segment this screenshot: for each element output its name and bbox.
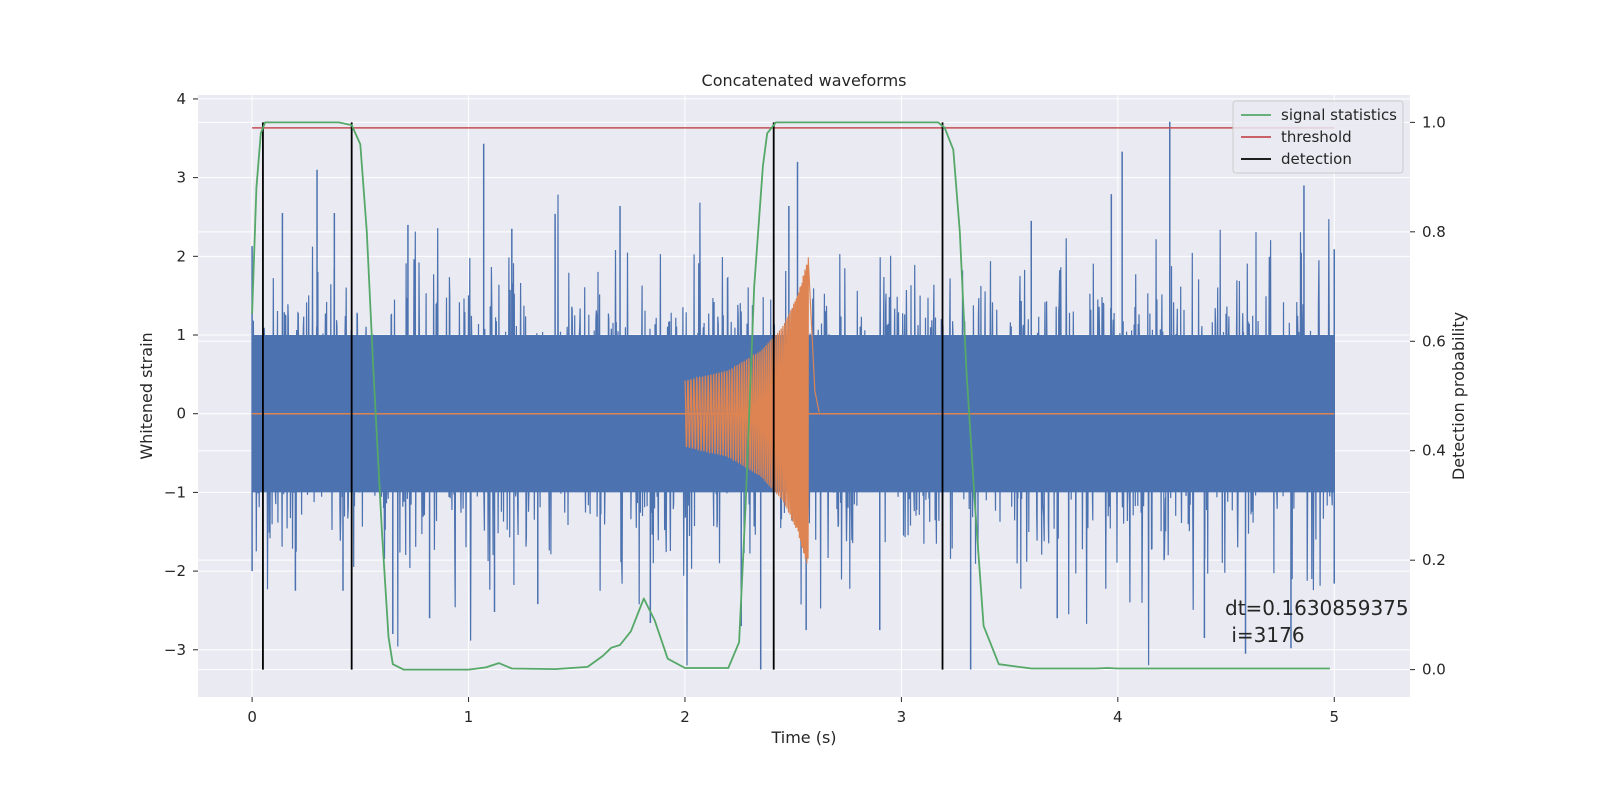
y-tick-label: −1 <box>164 483 186 501</box>
injection-series <box>252 257 1335 564</box>
legend-label-detection: detection <box>1281 150 1352 168</box>
probability-overlay <box>251 121 1335 671</box>
x-tick-label: 2 <box>680 708 690 726</box>
y-tick-label: −2 <box>164 562 186 580</box>
x-axis-label: Time (s) <box>770 728 836 747</box>
legend: signal statistics threshold detection <box>1232 100 1404 174</box>
x-tick-label: 4 <box>1113 708 1123 726</box>
chart-title: Concatenated waveforms <box>702 71 907 90</box>
y2-tick-label: 1.0 <box>1422 113 1446 131</box>
y-tick-label: 2 <box>176 247 186 265</box>
y-tick-label: 0 <box>176 405 186 423</box>
signal-statistics-line <box>251 121 1330 671</box>
x-tick-label: 3 <box>897 708 907 726</box>
legend-box <box>1232 100 1404 174</box>
y2-tick-label: 0.4 <box>1422 442 1446 460</box>
y2-tick-label: 0.0 <box>1422 661 1446 679</box>
legend-label-threshold: threshold <box>1281 128 1352 146</box>
y-tick-label: 3 <box>176 169 186 187</box>
x-tick-label: 1 <box>464 708 474 726</box>
y2-tick-label: 0.6 <box>1422 332 1446 350</box>
legend-label-signal-statistics: signal statistics <box>1281 106 1397 124</box>
annotation-dt: dt=0.1630859375 <box>1225 596 1409 620</box>
y2-axis-label: Detection probability <box>1449 312 1468 480</box>
x-tick-label: 5 <box>1329 708 1339 726</box>
annotation-index: i=3176 <box>1225 623 1305 647</box>
y-tick-label: −3 <box>164 641 186 659</box>
y2-tick-label: 0.8 <box>1422 223 1446 241</box>
injection-chirp <box>684 257 820 564</box>
y-axis-label: Whitened strain <box>137 332 156 459</box>
y-tick-label: 1 <box>176 326 186 344</box>
x-tick-label: 0 <box>247 708 257 726</box>
y-tick-label: 4 <box>176 90 186 108</box>
y2-tick-label: 0.2 <box>1422 551 1446 569</box>
axis-ticks: 0 1 2 3 4 5 −3 −2 −1 0 1 2 3 4 0.0 0.2 0.4 0.6 0.8 1.0 <box>164 90 1446 726</box>
